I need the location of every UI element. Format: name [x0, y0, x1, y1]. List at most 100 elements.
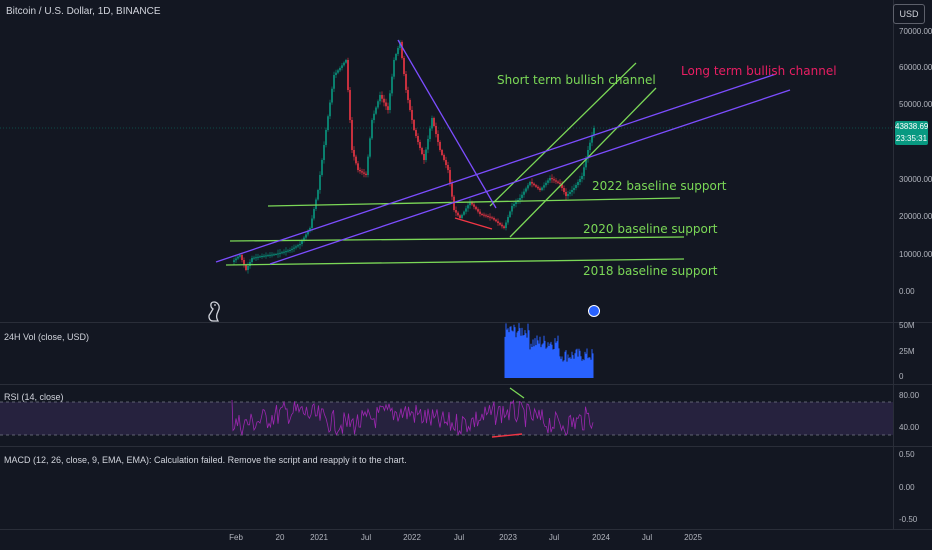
candle-body — [463, 211, 465, 215]
candle-body — [293, 247, 295, 249]
candle-body — [329, 102, 331, 117]
candle-body — [591, 135, 593, 143]
time-axis-label: Feb — [229, 533, 243, 542]
candle-body — [399, 42, 401, 48]
candle-body — [335, 72, 337, 75]
candle-body — [331, 88, 333, 103]
time-axis-label: 2021 — [310, 533, 328, 542]
support-2020-label[interactable]: 2020 baseline support — [583, 222, 718, 236]
event-flag-icon[interactable] — [588, 305, 600, 317]
candle-body — [313, 209, 315, 219]
candle-body — [387, 106, 389, 110]
candle-body — [479, 211, 481, 214]
candle-body — [443, 155, 445, 160]
candle-body — [389, 93, 391, 110]
currency-button[interactable]: USD — [893, 4, 925, 24]
candle-body — [259, 256, 261, 258]
volume-axis-label: 50M — [899, 321, 915, 330]
last-price-value: 43838.69 — [895, 122, 929, 131]
candle-body — [525, 188, 527, 192]
pane-separator-rsi[interactable] — [0, 384, 932, 385]
candle-body — [337, 70, 339, 73]
candle-body — [445, 160, 447, 165]
candle-body — [381, 95, 383, 99]
candle-body — [571, 190, 573, 192]
candle-body — [495, 219, 497, 222]
candle-body — [409, 100, 411, 110]
candle-body — [447, 165, 449, 170]
rsi-pane-title[interactable]: RSI (14, close) — [4, 392, 64, 402]
candle-body — [327, 116, 329, 130]
downtrend-line — [397, 39, 497, 209]
candle-body — [417, 136, 419, 142]
candle-body — [305, 234, 307, 238]
candle-body — [309, 228, 311, 232]
time-axis-label: Jul — [453, 533, 465, 542]
candle-body — [311, 218, 313, 228]
candle-body — [467, 205, 469, 209]
candle-body — [325, 130, 327, 145]
chart-canvas[interactable] — [0, 0, 893, 530]
candle-body — [379, 95, 381, 102]
candle-body — [545, 182, 547, 186]
rsi-axis-label: 40.00 — [899, 423, 920, 432]
candle-body — [497, 221, 499, 223]
candle-body — [501, 224, 503, 227]
candle-body — [515, 202, 517, 204]
macd-pane-title[interactable]: MACD (12, 26, close, 9, EMA, EMA): Calcu… — [4, 455, 407, 465]
candle-body — [377, 101, 379, 108]
volume-pane-title[interactable]: 24H Vol (close, USD) — [4, 332, 90, 342]
candle-body — [357, 163, 359, 170]
long-term-channel-label[interactable]: Long term bullish channel — [681, 64, 837, 78]
candle-body — [359, 170, 361, 172]
bar-countdown: 23:35:31 — [895, 134, 928, 143]
candle-body — [243, 260, 245, 265]
tradingview-logo-icon — [208, 301, 220, 322]
price-divergence-line — [454, 217, 493, 230]
pane-separator-volume[interactable] — [0, 322, 932, 323]
candle-body — [317, 190, 319, 200]
candle-body — [541, 187, 543, 190]
candle-body — [279, 252, 281, 254]
candle-body — [505, 222, 507, 228]
candle-body — [579, 179, 581, 182]
candle-body — [477, 209, 479, 212]
candle-body — [277, 253, 279, 255]
short-term-channel-label[interactable]: Short term bullish channel — [497, 73, 656, 87]
support-2018-label[interactable]: 2018 baseline support — [583, 264, 718, 278]
candle-body — [455, 210, 457, 213]
candle-body — [343, 62, 345, 66]
time-axis-label: Jul — [360, 533, 372, 542]
candle-body — [287, 250, 289, 252]
candle-body — [435, 126, 437, 134]
candle-body — [339, 68, 341, 71]
candle-body — [321, 160, 323, 175]
time-axis-label: Jul — [548, 533, 560, 542]
candle-body — [431, 118, 433, 129]
candle-body — [365, 173, 367, 175]
symbol-title[interactable]: Bitcoin / U.S. Dollar, 1D, BINANCE — [6, 6, 161, 17]
candle-body — [315, 199, 317, 209]
price-axis-label: 60000.00 — [899, 63, 932, 72]
candle-body — [349, 90, 351, 120]
candle-body — [521, 194, 523, 198]
candle-body — [395, 54, 397, 60]
candle-body — [361, 171, 363, 173]
candle-body — [303, 237, 305, 241]
candle-body — [413, 120, 415, 130]
candle-body — [429, 128, 431, 139]
candle-body — [383, 98, 385, 103]
candle-body — [301, 240, 303, 244]
candle-body — [345, 60, 347, 63]
support-2022-label[interactable]: 2022 baseline support — [592, 179, 727, 193]
candle-body — [529, 182, 531, 186]
candle-body — [353, 150, 355, 157]
candle-body — [481, 214, 483, 215]
rsi-axis-label: 80.00 — [899, 391, 920, 400]
pane-separator-macd[interactable] — [0, 446, 932, 447]
candle-body — [433, 118, 435, 126]
price-axis-label: 50000.00 — [899, 100, 932, 109]
rsi-band — [0, 402, 893, 435]
candle-body — [523, 191, 525, 195]
candle-body — [519, 198, 521, 200]
